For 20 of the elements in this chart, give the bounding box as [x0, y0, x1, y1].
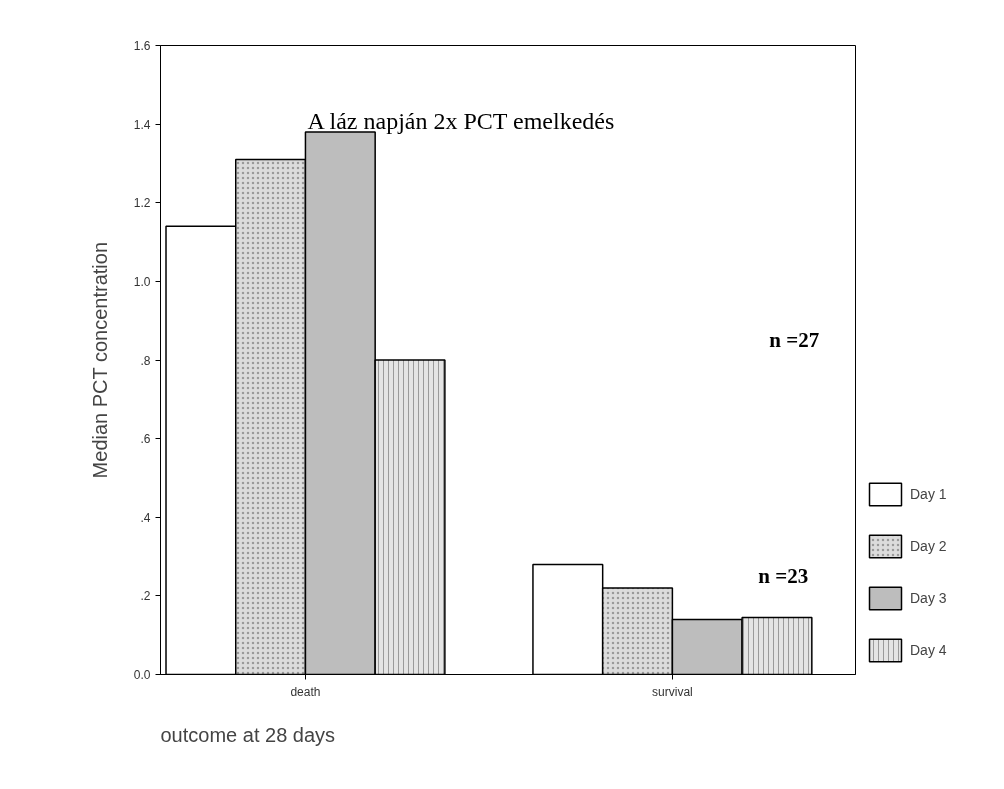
x-tick-label: survival	[652, 684, 693, 699]
legend-label: Day 2	[910, 538, 947, 554]
text: A láz napján 2x PCT emelkedés	[307, 107, 615, 134]
y-tick-label: 1.4	[133, 117, 151, 132]
y-tick-label: 1.6	[133, 39, 151, 53]
y-tick-label: 1.0	[133, 274, 151, 289]
legend-label: Day 4	[910, 642, 947, 658]
legend-label: Day 1	[910, 486, 947, 502]
x-tick-label: death	[290, 684, 321, 699]
y-tick-label: 0.0	[133, 668, 151, 682]
y-axis-title: Median PCT concentration	[88, 241, 111, 479]
legend-label: Day 3	[910, 590, 947, 606]
annotation: n =23	[758, 564, 809, 589]
x-axis-title: outcome at 28 days	[160, 723, 336, 746]
y-tick-label: .6	[140, 432, 151, 447]
y-tick-label: 1.2	[133, 196, 151, 211]
y-tick-label: .4	[140, 510, 151, 525]
annotation: n =27	[769, 328, 820, 353]
y-tick-label: .2	[140, 589, 151, 604]
y-tick-label: .8	[140, 353, 151, 368]
